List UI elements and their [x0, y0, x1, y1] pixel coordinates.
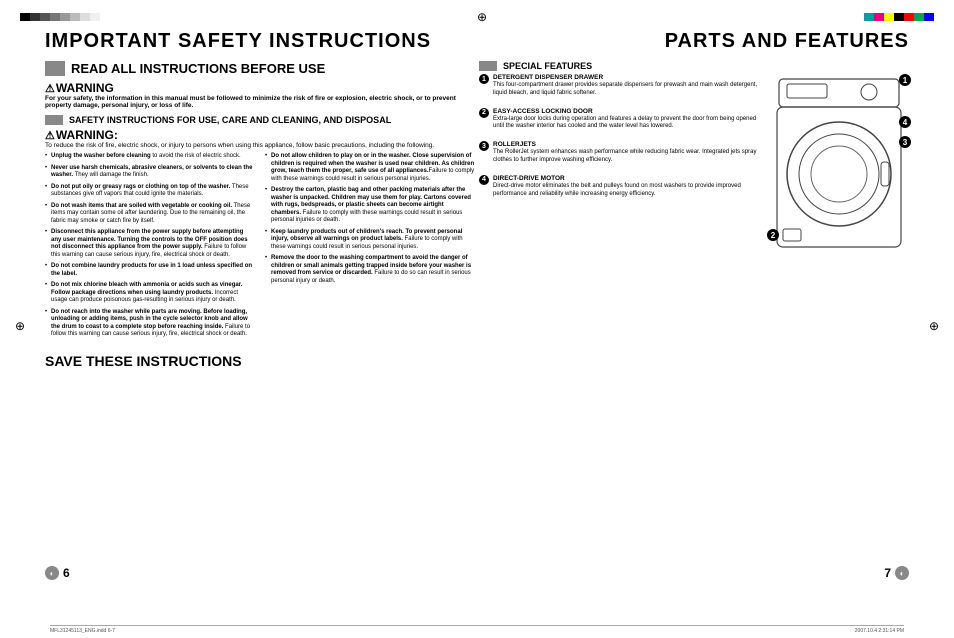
- bullet-item: Do not combine laundry products for use …: [45, 263, 255, 278]
- warning-icon-label: WARNING:: [45, 128, 118, 142]
- safety-bullets: Unplug the washer before cleaning to avo…: [45, 153, 475, 343]
- warning-text-2: To reduce the risk of fire, electric sho…: [45, 142, 434, 149]
- feature-title: DIRECT-DRIVE MOTOR: [493, 175, 761, 182]
- feature-desc: The RollerJet system enhances wash perfo…: [493, 149, 761, 165]
- save-instructions: SAVE THESE INSTRUCTIONS: [45, 353, 475, 369]
- feature-title: ROLLERJETS: [493, 141, 761, 148]
- bullet-item: Never use harsh chemicals, abrasive clea…: [45, 165, 255, 180]
- bullet-col-1: Unplug the washer before cleaning to avo…: [45, 153, 255, 343]
- feature-list: 1 DETERGENT DISPENSER DRAWER This four-c…: [479, 74, 761, 256]
- page-num-value: 6: [63, 566, 70, 580]
- section-heading-safety: SAFETY INSTRUCTIONS FOR USE, CARE AND CL…: [45, 115, 475, 125]
- print-registration-top: ⊕: [0, 10, 954, 24]
- feature-number: 4: [479, 175, 489, 185]
- page-num-value: 7: [884, 566, 891, 580]
- feature-number: 1: [479, 74, 489, 84]
- bullet-item: Disconnect this appliance from the power…: [45, 229, 255, 259]
- lg-logo-icon: ◐: [45, 566, 59, 580]
- page-number-left: ◐ 6: [45, 566, 70, 580]
- lg-logo-icon: ◐: [895, 566, 909, 580]
- grayscale-bar: [20, 13, 100, 21]
- warning-block-2: WARNING: To reduce the risk of fire, ele…: [45, 128, 475, 149]
- feature-title: DETERGENT DISPENSER DRAWER: [493, 74, 761, 81]
- feature-item: 2 EASY-ACCESS LOCKING DOOR Extra-large d…: [479, 108, 761, 132]
- bullet-item: Unplug the washer before cleaning to avo…: [45, 153, 255, 161]
- callout-3: 3: [899, 136, 911, 148]
- bullet-item: Do not wash items that are soiled with v…: [45, 203, 255, 226]
- bullet-item: Destroy the carton, plastic bag and othe…: [265, 187, 475, 225]
- section-heading-features: SPECIAL FEATURES: [479, 61, 909, 71]
- page-right: PARTS AND FEATURES SPECIAL FEATURES 1 DE…: [479, 30, 909, 580]
- callout-2: 2: [767, 229, 779, 241]
- feature-desc: Direct-drive motor eliminates the belt a…: [493, 183, 761, 199]
- warning-text-1: For your safety, the information in this…: [45, 95, 475, 109]
- feature-item: 1 DETERGENT DISPENSER DRAWER This four-c…: [479, 74, 761, 98]
- registration-mark-left: ⊕: [15, 319, 25, 333]
- registration-mark: ⊕: [477, 10, 487, 24]
- footer-date: 2007.10.4 2:31:14 PM: [855, 628, 904, 634]
- feature-desc: This four-compartment drawer provides se…: [493, 82, 761, 98]
- feature-item: 3 ROLLERJETS The RollerJet system enhanc…: [479, 141, 761, 165]
- callout-1: 1: [899, 74, 911, 86]
- feature-item: 4 DIRECT-DRIVE MOTOR Direct-drive motor …: [479, 175, 761, 199]
- page-left: IMPORTANT SAFETY INSTRUCTIONS READ ALL I…: [45, 30, 475, 580]
- bullet-item: Do not allow children to play on or in t…: [265, 153, 475, 183]
- page-header-left: IMPORTANT SAFETY INSTRUCTIONS: [45, 30, 475, 53]
- print-footer: MFL31245113_ENG.indd 6-7 2007.10.4 2:31:…: [50, 625, 904, 634]
- features-row: 1 DETERGENT DISPENSER DRAWER This four-c…: [479, 74, 909, 256]
- main-title: READ ALL INSTRUCTIONS BEFORE USE: [45, 61, 475, 76]
- bullet-item: Remove the door to the washing compartme…: [265, 255, 475, 285]
- feature-number: 2: [479, 108, 489, 118]
- bullet-item: Do not put oily or greasy rags or clothi…: [45, 184, 255, 199]
- feature-desc: Extra-large door locks during operation …: [493, 116, 761, 132]
- bullet-item: Keep laundry products out of children's …: [265, 229, 475, 252]
- page-header-right: PARTS AND FEATURES: [479, 30, 909, 53]
- bullet-item: Do not reach into the washer while parts…: [45, 309, 255, 339]
- bullet-col-2: Do not allow children to play on or in t…: [265, 153, 475, 343]
- page-number-right: 7 ◐: [884, 566, 909, 580]
- callout-4: 4: [899, 116, 911, 128]
- feature-number: 3: [479, 141, 489, 151]
- footer-file: MFL31245113_ENG.indd 6-7: [50, 628, 115, 634]
- color-bar: [864, 13, 934, 21]
- washer-diagram: 1 2 3 4: [769, 74, 909, 256]
- bullet-item: Do not mix chlorine bleach with ammonia …: [45, 282, 255, 305]
- warning-icon-label: WARNING: [45, 81, 114, 95]
- registration-mark-right: ⊕: [929, 319, 939, 333]
- feature-title: EASY-ACCESS LOCKING DOOR: [493, 108, 761, 115]
- washer-svg: [769, 74, 909, 254]
- warning-block-1: WARNING For your safety, the information…: [45, 81, 475, 109]
